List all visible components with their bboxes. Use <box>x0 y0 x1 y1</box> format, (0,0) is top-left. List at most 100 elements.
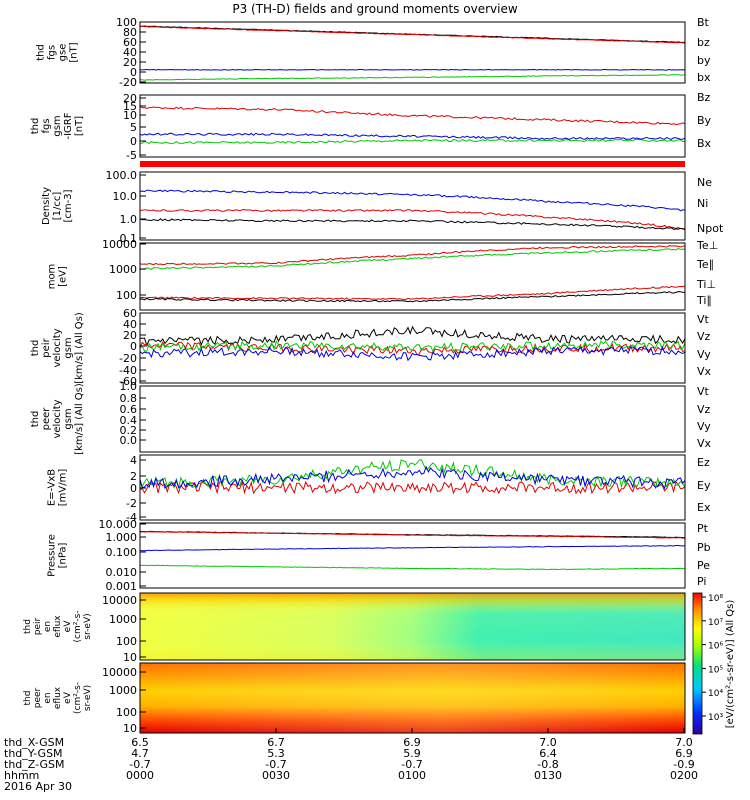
y-tick-label: 40 <box>123 318 137 331</box>
y-tick-label: 20 <box>123 92 137 105</box>
y-tick-label: 2 <box>130 470 137 483</box>
series-line-ey <box>139 459 686 490</box>
legend-entry: Vy <box>697 420 711 433</box>
y-tick-label: 80 <box>123 26 137 39</box>
y-tick-label: 10.000 <box>99 518 138 531</box>
legend-entry: Ex <box>697 501 711 514</box>
panel-frame <box>139 592 686 661</box>
y-tick-label: -40 <box>119 364 137 377</box>
series-line-bz <box>139 25 686 44</box>
x-axis-value: -0.9 <box>673 758 694 771</box>
series-line-pi <box>139 545 686 552</box>
y-axis-label: E=-VxB <box>47 469 58 506</box>
y-axis-label: [km/s] (All Qs) <box>74 312 85 384</box>
y-axis-label: -IGRF <box>63 112 74 139</box>
series-line-vt <box>139 325 686 347</box>
legend-entry: Ni <box>697 197 708 210</box>
y-axis-label: (cm²-s- <box>73 682 83 714</box>
y-axis-label: en <box>43 692 53 703</box>
series-line-npot <box>139 189 686 212</box>
y-axis-label: [mV/m] <box>58 469 69 507</box>
legend-entry: Pi <box>697 575 706 588</box>
legend-entry: bx <box>697 71 711 84</box>
y-tick-label: 20 <box>123 329 137 342</box>
series-line-pe <box>139 564 686 571</box>
y-tick-label: 1000 <box>109 263 137 276</box>
panel-frame <box>139 94 686 158</box>
y-axis-label: velocity <box>52 399 63 438</box>
y-tick-label: 60 <box>123 307 137 320</box>
y-tick-label: 0.6 <box>120 403 138 416</box>
ion-spectrogram-shading <box>140 593 685 660</box>
panel-frame <box>139 171 686 241</box>
y-tick-label: 10 <box>123 651 137 664</box>
y-axis-label: [cm-3] <box>63 189 74 222</box>
x-axis-value: 5.9 <box>403 747 421 760</box>
y-tick-label: 5 <box>130 121 137 134</box>
y-axis-label: gse <box>58 44 69 62</box>
legend-entry: Ti∥ <box>696 294 712 307</box>
data-gap-bar <box>140 161 685 167</box>
panel-frame <box>139 522 686 589</box>
series-line-bx <box>139 68 686 71</box>
y-tick-label: 0.4 <box>120 414 138 427</box>
panel-frame <box>139 385 686 453</box>
y-tick-label: 0 <box>130 66 137 79</box>
colorbar-tick-label: 10⁴ <box>708 689 723 699</box>
series-line-te⊥ <box>139 285 686 301</box>
legend-entry: Ti⊥ <box>696 278 716 291</box>
legend-entry: Ne <box>697 176 712 189</box>
y-tick-label: 1000 <box>109 684 137 697</box>
colorbar <box>692 592 703 735</box>
y-tick-label: 10 <box>123 722 137 735</box>
legend-entry: Pb <box>697 541 711 554</box>
y-tick-label: 4 <box>130 454 137 467</box>
y-axis-label: thd <box>23 619 33 634</box>
y-tick-label: 10 <box>123 109 137 122</box>
y-tick-label: 10000 <box>102 238 137 251</box>
series-line-by <box>139 74 686 81</box>
y-axis-label: thd <box>23 691 33 706</box>
legend-entry: Vz <box>697 403 711 416</box>
series-line-ni <box>139 218 686 231</box>
x-axis-value: 0100 <box>398 769 426 782</box>
y-axis-label: [1/cc] <box>52 192 63 221</box>
x-axis-row-label: 2016 Apr 30 <box>4 780 72 793</box>
legend-entry: Te∥ <box>696 258 714 271</box>
y-axis-label: [nT] <box>69 42 80 62</box>
y-tick-label: 10000 <box>102 594 137 607</box>
legend-entry: bz <box>697 36 710 49</box>
y-axis-label: gsm <box>52 115 63 136</box>
panels-layer <box>140 593 685 733</box>
colorbar-tick-label: 10⁶ <box>708 642 723 652</box>
colorbar-ticks: 10⁸ 10⁷ 10⁶ 10⁵ 10⁴ 10³ <box>702 594 723 723</box>
y-axis-label: mom <box>47 264 58 290</box>
y-tick-label: 0.0 <box>120 434 138 447</box>
y-tick-label: 10000 <box>102 666 137 679</box>
x-axis-value: 5.3 <box>267 747 285 760</box>
x-axis-value: 6.4 <box>539 747 557 760</box>
series-layer <box>139 25 686 571</box>
x-axis-value: -0.7 <box>129 758 150 771</box>
y-axis-label: gsm <box>63 337 74 358</box>
y-tick-label: 1000 <box>109 613 137 626</box>
y-axis-label: eV <box>63 620 73 633</box>
y-tick-label: 15 <box>123 100 137 113</box>
legend-entry: Vx <box>697 365 712 378</box>
x-axis-value: 6.9 <box>675 747 693 760</box>
x-axis-row-label: thd_Y-GSM <box>4 747 63 760</box>
x-axis-value: -0.8 <box>537 758 558 771</box>
y-tick-label: 0.1 <box>120 232 138 245</box>
x-axis-value: 7.0 <box>539 736 557 749</box>
legend-entry: Vt <box>697 385 710 398</box>
y-tick-label: -2 <box>126 497 137 510</box>
legend-entry: Bx <box>697 137 712 150</box>
y-axis-label: thd <box>30 340 41 357</box>
y-axis-label: peir <box>41 337 52 357</box>
series-line-ti⊥ <box>139 245 686 266</box>
legend-entry: Vx <box>697 437 712 450</box>
y-tick-label: 0.010 <box>106 566 138 579</box>
